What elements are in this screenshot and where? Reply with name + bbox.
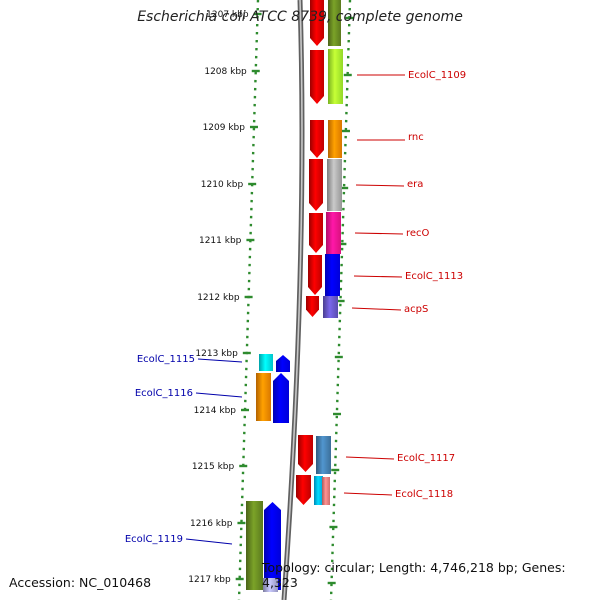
- gene-leader-line: [354, 232, 404, 235]
- gene-arrow-ecolc-1119[interactable]: [264, 502, 281, 590]
- kbp-tick-label: 1209 kbp: [203, 123, 246, 133]
- gene-leader-line: [353, 275, 403, 278]
- gene-block-ecolc-1109[interactable]: [328, 49, 343, 104]
- gene-leader-line: [345, 456, 395, 460]
- kbp-tick-label: 1208 kbp: [204, 67, 247, 77]
- cds-arrow[interactable]: [310, 120, 324, 158]
- gene-label[interactable]: EcolC_1116: [135, 388, 193, 399]
- cds-arrow[interactable]: [310, 0, 324, 46]
- gene-label[interactable]: EcolC_1119: [125, 534, 183, 545]
- gene-leader-line: [185, 538, 233, 545]
- kbp-tick-label: 1215 kbp: [192, 462, 235, 472]
- gene-label[interactable]: EcolC_1117: [397, 453, 455, 464]
- gene-label[interactable]: EcolC_1109: [408, 70, 466, 81]
- gene-label[interactable]: EcolC_1118: [395, 489, 453, 500]
- gene-label[interactable]: recO: [406, 228, 430, 239]
- kbp-tick-label: 1211 kbp: [199, 236, 242, 246]
- gene-block-ecolc-1113[interactable]: [325, 254, 340, 296]
- gene-block-ecolc-1117[interactable]: [316, 436, 331, 474]
- gene-block-ecolc-1119[interactable]: [246, 501, 263, 590]
- cds-arrow[interactable]: [308, 255, 322, 295]
- kbp-tick-label: 1213 kbp: [195, 349, 238, 359]
- accession-text: Accession: NC_010468: [9, 575, 152, 590]
- kbp-tick-label: 1210 kbp: [201, 180, 244, 190]
- cds-arrow[interactable]: [309, 213, 323, 253]
- gene-block-era[interactable]: [327, 159, 342, 211]
- kbp-tick-label: 1212 kbp: [197, 293, 240, 303]
- genome-backbone-highlight: [283, 0, 303, 600]
- gene-block-ecolc-1115[interactable]: [259, 354, 273, 371]
- map-title: Escherichia coli ATCC 8739, complete gen…: [137, 9, 463, 25]
- gene-label[interactable]: rnc: [408, 132, 424, 143]
- gene-block-rnc[interactable]: [328, 120, 342, 158]
- cds-arrow[interactable]: [309, 159, 323, 211]
- gene-block-ecolc-1118b[interactable]: [322, 477, 330, 505]
- gene-leader-line: [195, 392, 243, 398]
- topology-text: Topology: circular; Length: 4,746,218 bp…: [262, 560, 566, 590]
- kbp-tick-label: 1207 kbp: [206, 10, 249, 20]
- gene-leader-line: [355, 184, 405, 187]
- kbp-tick-label: 1217 kbp: [188, 575, 231, 585]
- gene-block[interactable]: [328, 0, 341, 46]
- gene-block-ecolc-1118[interactable]: [314, 476, 323, 505]
- gene-arrow-ecolc-1115[interactable]: [276, 355, 290, 372]
- gene-leader-line: [351, 307, 402, 311]
- gene-block-ecolc-1116[interactable]: [256, 373, 271, 421]
- gene-block-reco[interactable]: [326, 212, 341, 254]
- gene-leader-line: [343, 492, 393, 496]
- cds-arrow[interactable]: [306, 296, 319, 317]
- gene-block-acps[interactable]: [323, 296, 338, 318]
- gene-label[interactable]: era: [407, 179, 423, 190]
- cds-arrow[interactable]: [296, 475, 311, 505]
- gene-label[interactable]: EcolC_1113: [405, 271, 463, 282]
- cds-arrow[interactable]: [298, 435, 313, 472]
- gene-label[interactable]: EcolC_1115: [137, 354, 195, 365]
- cds-arrow[interactable]: [310, 50, 324, 104]
- gene-label[interactable]: acpS: [404, 304, 428, 315]
- kbp-tick-label: 1216 kbp: [190, 519, 233, 529]
- kbp-tick-label: 1214 kbp: [194, 406, 237, 416]
- gene-arrow-ecolc-1116[interactable]: [273, 373, 289, 423]
- gene-leader-line: [197, 358, 243, 363]
- gene-block[interactable]: [263, 578, 278, 592]
